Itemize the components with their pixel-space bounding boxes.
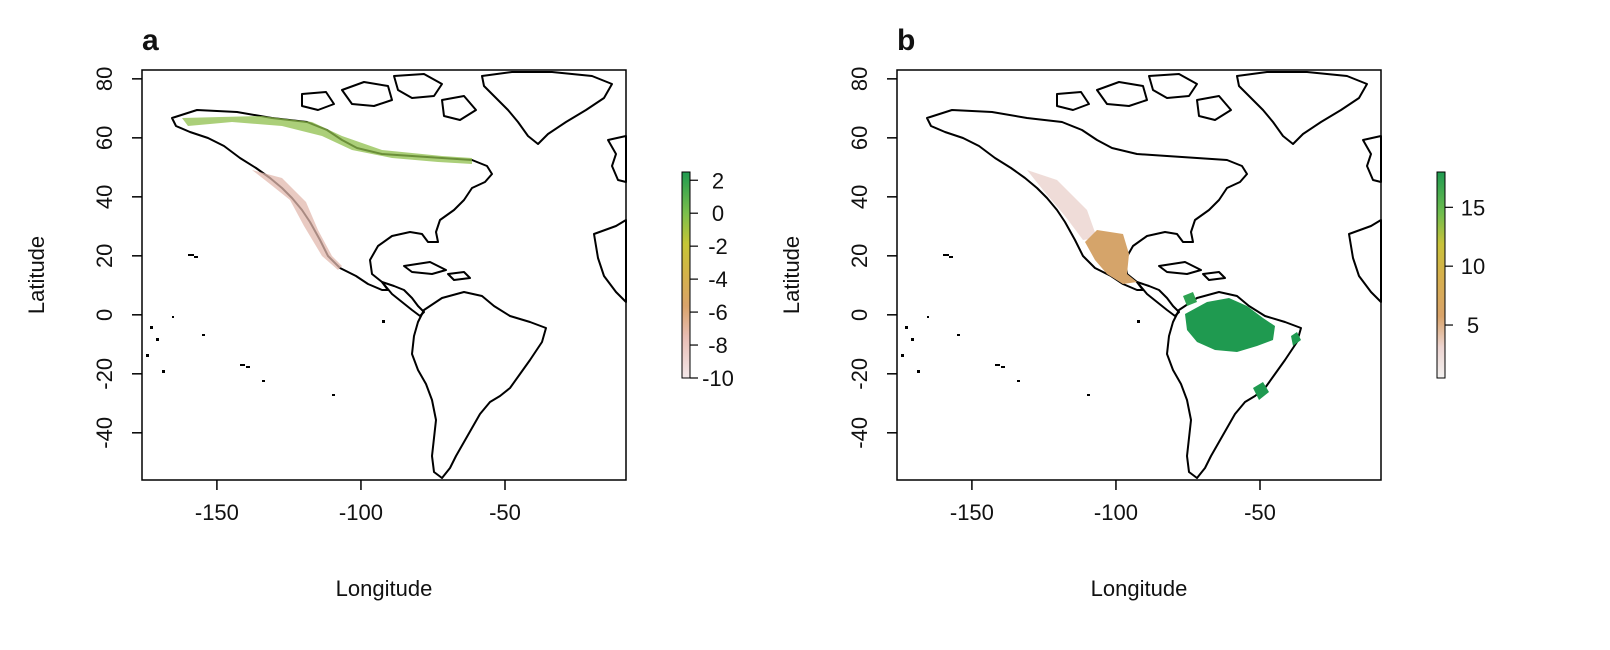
y-tick-label: 60	[847, 126, 872, 150]
x-axis-title-b: Longitude	[1091, 576, 1188, 601]
colorbar-tick-label: 15	[1461, 195, 1485, 220]
panel-letter-b: b	[897, 24, 915, 57]
x-tick-label: -100	[1094, 500, 1138, 525]
y-tick-label: 20	[92, 244, 117, 268]
y-tick-label: 0	[847, 309, 872, 321]
colorbar-tick-label: -2	[708, 234, 728, 259]
colorbar-tick-label: 10	[1461, 254, 1485, 279]
x-axis-title-a: Longitude	[336, 576, 433, 601]
colorbar-tick-label: 5	[1467, 313, 1479, 338]
colorbar-tick-label: -4	[708, 267, 728, 292]
y-axis-b: -40 -20 0 20 40 60 80	[847, 67, 897, 449]
plot-frame-b	[896, 69, 1382, 481]
panel-letter-a: a	[142, 24, 159, 57]
colorbar-b-ticks: 15 10 5	[1445, 195, 1485, 338]
y-tick-label: 80	[92, 67, 117, 91]
y-axis-title-b: Latitude	[779, 236, 804, 314]
map-a	[146, 71, 627, 479]
panel-a: a	[24, 24, 627, 601]
x-tick-label: -150	[950, 500, 994, 525]
colorbar-b: 15 10 5	[1436, 171, 1485, 379]
colorbar-b-gradient	[1436, 171, 1446, 379]
plot-frame-a	[141, 69, 627, 481]
y-tick-label: -40	[92, 417, 117, 449]
colorbar-tick-label: -8	[708, 333, 728, 358]
x-tick-label: -50	[489, 500, 521, 525]
y-tick-label: 80	[847, 67, 872, 91]
x-tick-label: -150	[195, 500, 239, 525]
y-tick-label: -20	[92, 358, 117, 390]
x-axis-b: -150 -100 -50	[950, 480, 1276, 525]
colorbar-tick-label: -6	[708, 300, 728, 325]
colorbar-tick-label: 2	[712, 168, 724, 193]
map-b	[901, 71, 1382, 479]
x-tick-label: -100	[339, 500, 383, 525]
y-tick-label: 20	[847, 244, 872, 268]
colorbar-a: 2 0 -2 -4 -6 -8 -10	[681, 168, 734, 391]
panel-b: b	[779, 24, 1382, 601]
colorbar-tick-label: 0	[712, 201, 724, 226]
colorbar-a-gradient	[681, 171, 691, 379]
y-axis-title-a: Latitude	[24, 236, 49, 314]
y-tick-label: 0	[92, 309, 117, 321]
y-tick-label: 60	[92, 126, 117, 150]
x-tick-label: -50	[1244, 500, 1276, 525]
y-axis-a: -40 -20 0 20 40 60 80	[92, 67, 142, 449]
colorbar-tick-label: -10	[702, 366, 734, 391]
y-tick-label: 40	[92, 185, 117, 209]
colorbar-a-ticks: 2 0 -2 -4 -6 -8 -10	[690, 168, 734, 391]
y-tick-label: -20	[847, 358, 872, 390]
x-axis-a: -150 -100 -50	[195, 480, 521, 525]
y-tick-label: 40	[847, 185, 872, 209]
y-tick-label: -40	[847, 417, 872, 449]
